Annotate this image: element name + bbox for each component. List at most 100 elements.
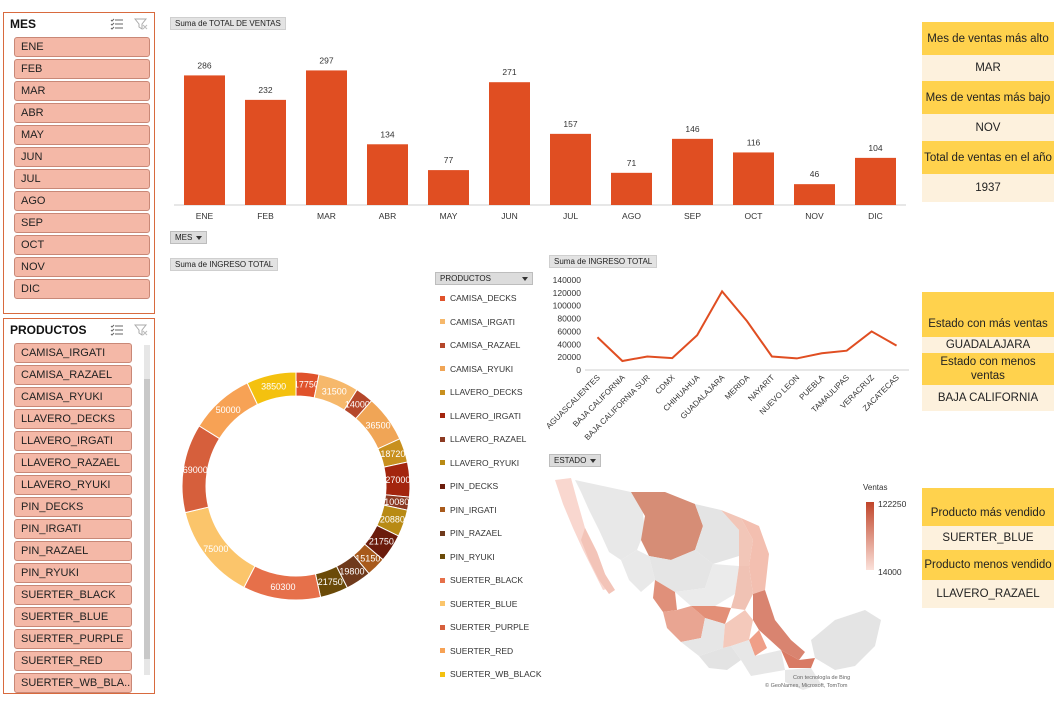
bar-value-label: 104 [868,143,882,153]
legend-item-suerter-wb-black[interactable]: SUERTER_WB_BLACK [440,669,541,679]
slicer-item-may[interactable]: MAY [14,125,150,145]
slicer-item-camisa-irgati[interactable]: CAMISA_IRGATI [14,343,132,363]
slicer-item-llavero-ryuki[interactable]: LLAVERO_RYUKI [14,475,132,495]
estado-field-button[interactable]: ESTADO [549,454,602,467]
map-credit-1: Con tecnología de Bing [793,675,850,681]
slicer-item-oct[interactable]: OCT [14,235,150,255]
slicer-item-camisa-razael[interactable]: CAMISA_RAZAEL [14,365,132,385]
legend-item-pin-decks[interactable]: PIN_DECKS [440,481,498,491]
bar-category-label: NOV [805,211,824,221]
mes-field-button[interactable]: MES [170,231,208,244]
map-cdmx-region [723,610,753,648]
bar-chart-tag[interactable]: Suma de TOTAL DE VENTAS [170,17,286,30]
slicer-item-dic[interactable]: DIC [14,279,150,299]
legend-item-camisa-decks[interactable]: CAMISA_DECKS [440,293,517,303]
slicer-item-llavero-decks[interactable]: LLAVERO_DECKS [14,409,132,429]
legend-swatch [440,671,445,677]
multi-select-icon[interactable] [110,324,124,336]
legend-item-camisa-razael[interactable]: CAMISA_RAZAEL [440,340,520,350]
bar-value-label: 46 [810,169,820,179]
map-legend-max: 122250 [878,499,907,509]
legend-label: LLAVERO_RYUKI [450,457,520,468]
bar-chart: 286 ENE 232 FEB 297 MAR 134 ABR 77 MAY 271 JUN 157 JU… [174,55,906,221]
bar-abr [367,144,408,205]
legend-item-suerter-purple[interactable]: SUERTER_PURPLE [440,622,529,632]
legend-item-pin-irgati[interactable]: PIN_IRGATI [440,505,497,515]
slicer-item-jun[interactable]: JUN [14,147,150,167]
bar-category-label: MAR [317,211,336,221]
legend-item-pin-razael[interactable]: PIN_RAZAEL [440,528,502,538]
productos-legend-button[interactable]: PRODUCTOS [435,272,533,285]
bar-category-label: AGO [622,211,641,221]
slicer-item-suerter-purple[interactable]: SUERTER_PURPLE [14,629,132,649]
bar-ago [611,172,652,205]
mexico-map: Ventas 122250 14000 Con tecnología de Bi… [555,478,907,690]
donut-slice-label: 75000 [203,544,228,554]
line-ytick-label: 60000 [557,326,581,336]
multi-select-icon[interactable] [110,18,124,30]
slicer-item-feb[interactable]: FEB [14,59,150,79]
slicer-item-ene[interactable]: ENE [14,37,150,57]
bar-dic [855,157,896,205]
slicer-item-pin-ryuki[interactable]: PIN_RYUKI [14,563,132,583]
legend-label: SUERTER_WB_BLACK [450,669,542,679]
slicer-item-pin-decks[interactable]: PIN_DECKS [14,497,132,517]
slicer-scrollbar-thumb[interactable] [144,379,150,659]
legend-item-pin-ryuki[interactable]: PIN_RYUKI [440,552,495,562]
bar-value-label: 297 [319,55,333,65]
slicer-item-nov[interactable]: NOV [14,257,150,277]
slicer-item-suerter-black[interactable]: SUERTER_BLACK [14,585,132,605]
clear-filter-icon[interactable] [134,18,148,30]
map-guanajuato [691,606,731,624]
legend-item-llavero-ryuki[interactable]: LLAVERO_RYUKI [440,458,519,468]
slicer-item-suerter-red[interactable]: SUERTER_RED [14,651,132,671]
donut-slice-label: 18720 [380,449,405,459]
slicer-item-jul[interactable]: JUL [14,169,150,189]
line-ytick-label: 40000 [557,339,581,349]
slicer-item-abr[interactable]: ABR [14,103,150,123]
legend-item-suerter-black[interactable]: SUERTER_BLACK [440,575,523,585]
legend-swatch [440,577,445,583]
legend-label: SUERTER_BLUE [450,598,518,609]
legend-swatch [440,460,445,465]
slicer-item-ago[interactable]: AGO [14,191,150,211]
dropdown-arrow-icon [590,458,597,463]
legend-item-llavero-decks[interactable]: LLAVERO_DECKS [440,387,523,397]
legend-item-llavero-irgati[interactable]: LLAVERO_IRGATI [440,411,521,421]
dropdown-arrow-icon [522,276,528,281]
bar-may [428,170,469,205]
slicer-item-llavero-irgati[interactable]: LLAVERO_IRGATI [14,431,132,451]
bar-value-label: 134 [380,129,394,139]
slicer-item-sep[interactable]: SEP [14,213,150,233]
legend-swatch [440,342,445,348]
kpi-prod-menos-label: Producto menos vendido [922,550,1054,580]
clear-filter-icon[interactable] [134,324,148,336]
slicer-item-camisa-ryuki[interactable]: CAMISA_RYUKI [14,387,132,407]
legend-swatch [440,389,445,395]
kpi-mes-alto-label: Mes de ventas más alto [922,22,1054,55]
bar-category-label: SEP [684,211,701,221]
kpi-mes-alto-value: MAR [922,55,1054,81]
slicer-item-pin-irgati[interactable]: PIN_IRGATI [14,519,132,539]
bar-value-label: 157 [563,119,577,129]
donut-slice-label: 27000 [385,475,410,485]
legend-item-suerter-blue[interactable]: SUERTER_BLUE [440,599,517,609]
slicer-item-pin-razael[interactable]: PIN_RAZAEL [14,541,132,561]
line-ytick-label: 80000 [557,314,581,324]
kpi-mes-bajo-label: Mes de ventas más bajo [922,81,1054,114]
bar-jun [489,82,530,205]
donut-chart-tag[interactable]: Suma de INGRESO TOTAL [170,258,279,271]
legend-swatch [440,648,445,653]
legend-label: CAMISA_RYUKI [450,363,514,374]
slicer-item-llavero-razael[interactable]: LLAVERO_RAZAEL [14,453,132,473]
bar-nov [794,184,835,205]
legend-item-llavero-razael[interactable]: LLAVERO_RAZAEL [440,434,526,444]
line-chart-tag[interactable]: Suma de INGRESO TOTAL [549,255,658,268]
slicer-item-suerter-wb-bla-[interactable]: SUERTER_WB_BLA... [14,673,132,693]
slicer-item-suerter-blue[interactable]: SUERTER_BLUE [14,607,132,627]
legend-item-camisa-ryuki[interactable]: CAMISA_RYUKI [440,364,513,374]
legend-item-suerter-red[interactable]: SUERTER_RED [440,646,513,656]
line-ytick-label: 120000 [553,288,582,298]
legend-item-camisa-irgati[interactable]: CAMISA_IRGATI [440,317,515,327]
slicer-item-mar[interactable]: MAR [14,81,150,101]
